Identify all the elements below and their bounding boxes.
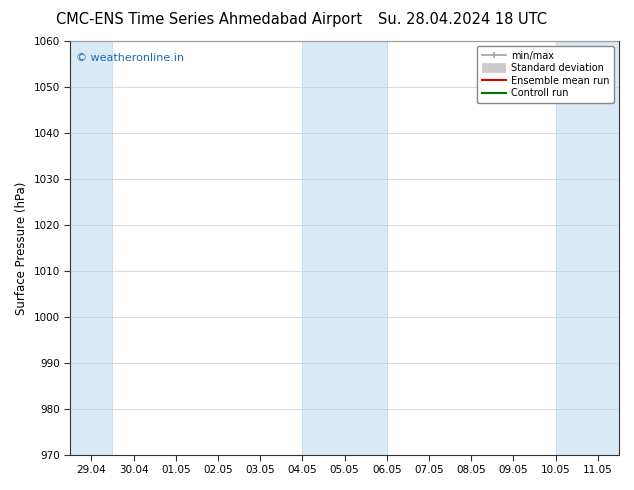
Legend: min/max, Standard deviation, Ensemble mean run, Controll run: min/max, Standard deviation, Ensemble me… <box>477 46 614 103</box>
Text: © weatheronline.in: © weatheronline.in <box>75 53 184 64</box>
Y-axis label: Surface Pressure (hPa): Surface Pressure (hPa) <box>15 181 28 315</box>
Bar <box>555 41 634 455</box>
Bar <box>302 41 387 455</box>
Text: CMC-ENS Time Series Ahmedabad Airport: CMC-ENS Time Series Ahmedabad Airport <box>56 12 362 27</box>
Text: Su. 28.04.2024 18 UTC: Su. 28.04.2024 18 UTC <box>378 12 547 27</box>
Bar <box>70 41 112 455</box>
